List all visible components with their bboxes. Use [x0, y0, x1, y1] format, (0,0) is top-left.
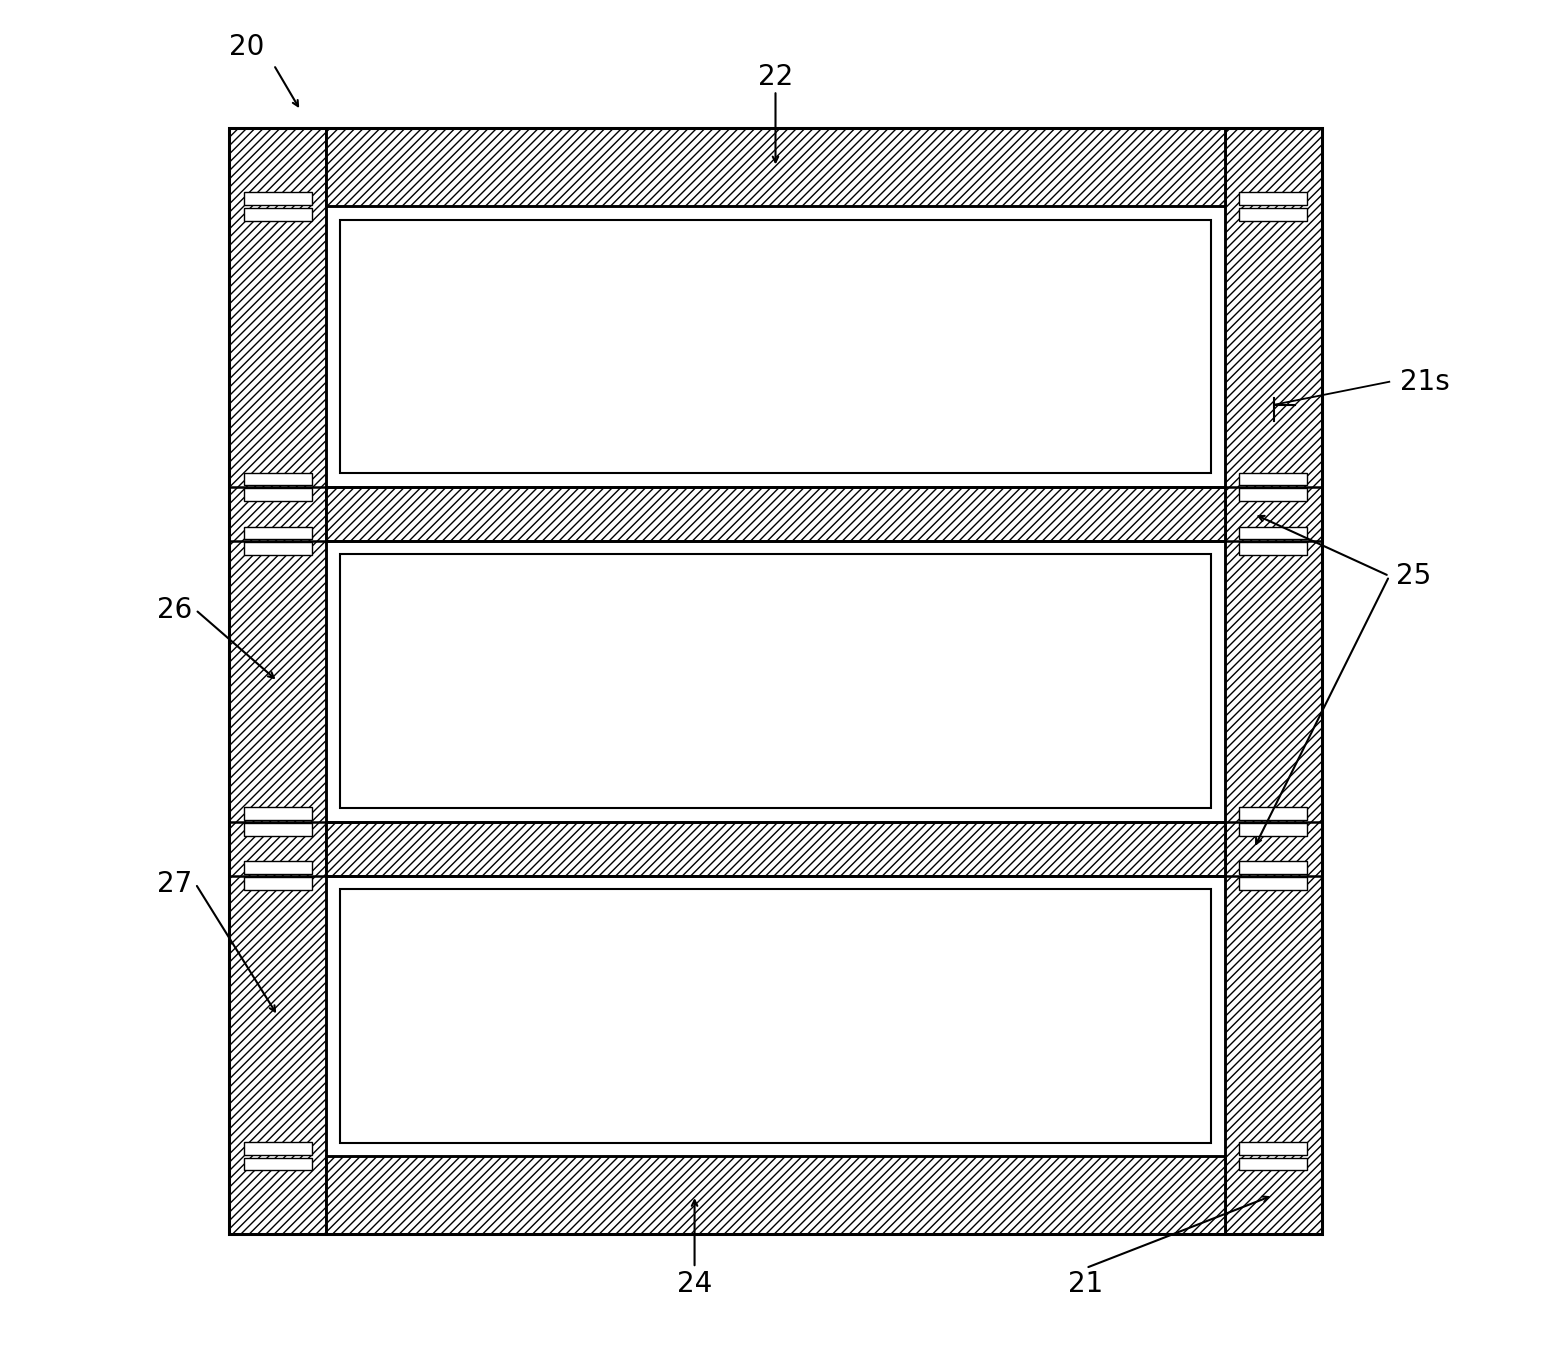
- Bar: [244, 472, 312, 486]
- Bar: [244, 542, 312, 556]
- Bar: [1239, 526, 1307, 540]
- Text: 21: 21: [1069, 1271, 1103, 1298]
- Text: 24: 24: [676, 1271, 712, 1298]
- Bar: [326, 1156, 1225, 1234]
- Bar: [1239, 472, 1307, 486]
- Bar: [1239, 542, 1307, 556]
- Text: 20: 20: [230, 34, 264, 61]
- Text: 27: 27: [158, 870, 192, 897]
- Bar: [340, 554, 1211, 808]
- Bar: [1239, 877, 1307, 890]
- Bar: [244, 488, 312, 502]
- Bar: [1239, 1157, 1307, 1171]
- Bar: [1239, 823, 1307, 836]
- Text: 26: 26: [158, 596, 192, 623]
- Bar: [244, 861, 312, 874]
- Bar: [340, 220, 1211, 473]
- Bar: [1225, 128, 1321, 1234]
- Text: 21s: 21s: [1401, 368, 1450, 395]
- Bar: [1239, 861, 1307, 874]
- Bar: [340, 889, 1211, 1143]
- Bar: [1239, 488, 1307, 502]
- Bar: [244, 877, 312, 890]
- Bar: [230, 128, 326, 1234]
- Text: 22: 22: [758, 63, 793, 90]
- Bar: [1239, 192, 1307, 205]
- Text: 25: 25: [1396, 563, 1432, 590]
- Bar: [244, 192, 312, 205]
- Bar: [326, 822, 1225, 876]
- Bar: [244, 526, 312, 540]
- Bar: [244, 807, 312, 820]
- Bar: [326, 128, 1225, 206]
- Bar: [230, 128, 1321, 1234]
- Bar: [326, 487, 1225, 541]
- Bar: [244, 1141, 312, 1155]
- Bar: [244, 823, 312, 836]
- Bar: [244, 1157, 312, 1171]
- Bar: [244, 208, 312, 221]
- Bar: [1239, 807, 1307, 820]
- Bar: [1239, 1141, 1307, 1155]
- Bar: [1239, 208, 1307, 221]
